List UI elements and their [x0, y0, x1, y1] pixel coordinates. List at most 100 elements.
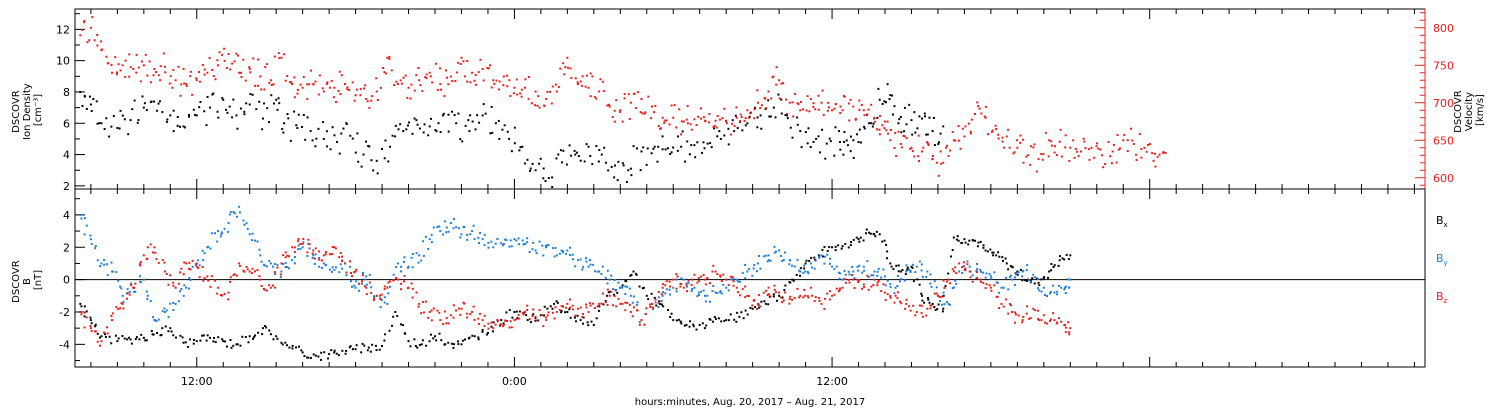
- by-point: [719, 291, 722, 294]
- bx-point: [556, 301, 559, 304]
- density-point: [513, 142, 516, 145]
- velocity-point: [708, 121, 711, 124]
- density-point: [719, 137, 722, 140]
- bz-point: [657, 290, 660, 293]
- bz-point: [643, 323, 646, 326]
- velocity-point: [368, 106, 371, 109]
- velocity-point: [593, 95, 596, 98]
- bx-point: [717, 317, 720, 320]
- bz-point: [106, 332, 109, 335]
- density-point: [105, 117, 108, 120]
- density-point: [408, 121, 411, 124]
- density-point: [406, 124, 409, 127]
- density-point: [96, 122, 99, 125]
- bx-point: [432, 337, 435, 340]
- velocity-axis-title-line-3: [km/s]: [1475, 94, 1486, 126]
- bx-point: [727, 319, 730, 322]
- velocity-point: [162, 52, 165, 55]
- by-point: [545, 246, 548, 249]
- by-point: [698, 293, 701, 296]
- bz-point: [714, 270, 717, 273]
- density-point: [235, 114, 238, 117]
- by-point: [402, 260, 405, 263]
- bx-point: [859, 236, 862, 239]
- bx-point: [952, 236, 955, 239]
- density-point: [108, 135, 111, 138]
- bx-point: [760, 300, 763, 303]
- bx-point: [511, 316, 514, 319]
- by-point: [1052, 284, 1055, 287]
- bx-point: [692, 323, 695, 326]
- velocity-point: [665, 119, 668, 122]
- bx-point: [1048, 270, 1051, 273]
- bx-point: [823, 246, 826, 249]
- velocity-point: [909, 147, 912, 150]
- velocity-point: [570, 76, 573, 79]
- bx-point: [205, 339, 208, 342]
- bz-point: [430, 319, 433, 322]
- by-point: [232, 210, 235, 213]
- bz-point: [500, 323, 503, 326]
- velocity-point: [451, 80, 454, 83]
- bx-point: [142, 336, 145, 339]
- density-point: [589, 154, 592, 157]
- by-point: [587, 265, 590, 268]
- density-point: [756, 126, 759, 129]
- by-point: [213, 232, 216, 235]
- by-point: [1037, 287, 1040, 290]
- density-point: [428, 125, 431, 128]
- velocity-point: [431, 81, 434, 84]
- legend-bz-name: B: [1436, 290, 1444, 303]
- bx-point: [977, 241, 980, 244]
- by-point: [571, 253, 574, 256]
- by-point: [220, 231, 223, 234]
- by-point: [589, 263, 592, 266]
- bz-point: [698, 279, 701, 282]
- density-point: [490, 105, 493, 108]
- density-point: [821, 128, 824, 131]
- density-point: [389, 145, 391, 148]
- velocity-point: [425, 73, 428, 76]
- bz-point: [1034, 309, 1037, 312]
- by-point: [565, 252, 568, 255]
- bz-point: [839, 287, 842, 290]
- by-point: [675, 278, 678, 281]
- velocity-point: [495, 79, 498, 82]
- bz-point: [648, 303, 651, 306]
- velocity-point: [937, 174, 940, 177]
- bz-point: [501, 325, 504, 328]
- bz-point: [592, 302, 595, 305]
- bz-point: [206, 275, 209, 278]
- bx-point: [1026, 278, 1029, 281]
- by-point: [818, 255, 821, 258]
- density-point: [478, 121, 481, 124]
- by-point: [268, 259, 271, 262]
- bz-point: [375, 294, 378, 297]
- bz-point: [1014, 311, 1017, 314]
- bz-point: [767, 293, 770, 296]
- bx-point: [675, 319, 678, 322]
- velocity-point: [268, 81, 271, 84]
- bz-point: [835, 287, 838, 290]
- velocity-point: [805, 109, 808, 112]
- density-point: [885, 101, 888, 104]
- density-point: [568, 144, 571, 147]
- bx-point: [1053, 264, 1056, 267]
- bz-point: [587, 310, 590, 313]
- velocity-point: [498, 80, 501, 83]
- bz-point: [361, 274, 364, 277]
- by-point: [798, 269, 801, 272]
- bz-point: [157, 261, 160, 264]
- density-tick-label: 2: [63, 180, 70, 193]
- velocity-point: [1064, 134, 1067, 137]
- by-point: [657, 296, 660, 299]
- density-point: [799, 130, 802, 133]
- bz-point: [318, 258, 321, 261]
- bx-point: [444, 343, 447, 346]
- by-point: [1005, 276, 1008, 279]
- by-point: [738, 280, 741, 283]
- velocity-point: [639, 111, 642, 114]
- density-point: [769, 115, 772, 118]
- bz-point: [1064, 323, 1066, 326]
- bz-point: [1064, 331, 1067, 334]
